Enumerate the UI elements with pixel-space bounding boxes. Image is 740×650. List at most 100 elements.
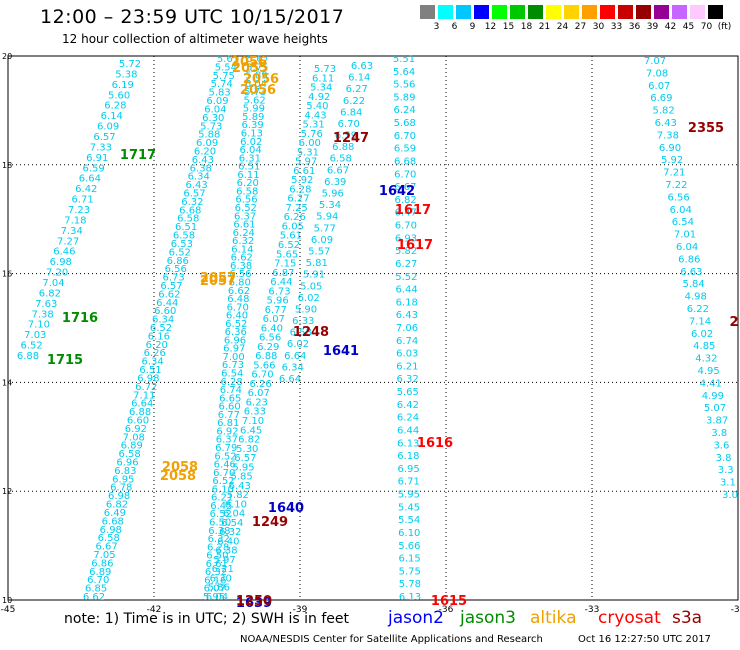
wave-height-value: 6.14 (231, 244, 253, 255)
wave-height-value: 6.61 (293, 166, 315, 177)
wave-height-value: 6.70 (394, 131, 416, 142)
wave-height-value: 7.63 (35, 299, 57, 310)
wave-height-value: 6.43 (396, 310, 418, 321)
pass-time-label: 1639 (236, 596, 272, 611)
wave-height-value: 6.72 (135, 382, 157, 393)
wave-height-value: 5.75 (399, 566, 421, 577)
wave-height-value: 6.95 (397, 464, 419, 475)
wave-height-value: 5.07 (704, 403, 726, 414)
wave-height-value: 5.66 (398, 541, 420, 552)
wave-height-value: 5.97 (213, 555, 235, 566)
satellite-jason2-label: jason2 (388, 608, 444, 628)
wave-height-value: 7.03 (24, 330, 46, 341)
wave-height-value: 6.88 (332, 142, 354, 153)
colorbar-tick-label: 27 (574, 22, 587, 32)
wave-height-value: 5.54 (398, 515, 420, 526)
wave-height-value: 5.68 (394, 118, 416, 129)
wave-height-value: 6.54 (221, 518, 243, 529)
wave-height-value: 6.73 (222, 360, 244, 371)
wave-height-value: 5.34 (310, 83, 332, 94)
wave-height-value: 4.85 (693, 341, 715, 352)
wave-height-value: 6.02 (298, 293, 320, 304)
wave-height-value: 4.99 (702, 391, 724, 402)
wave-height-value: 6.82 (106, 500, 128, 511)
wave-height-value: 6.20 (194, 147, 216, 158)
wave-height-value: 6.31 (239, 153, 261, 164)
wave-height-value: 6.24 (397, 413, 419, 424)
pass-time-label: 2056 (231, 55, 267, 70)
colorbar-swatch (420, 5, 435, 19)
colorbar-swatch (456, 5, 471, 19)
pass-time-label: 1617 (397, 238, 433, 253)
wave-height-value: 6.07 (204, 584, 226, 595)
wave-height-value: 6.32 (208, 534, 230, 545)
wave-height-value: 6.58 (177, 214, 199, 225)
pass-time-label: 2056 (243, 72, 279, 87)
wave-height-value: 6.40 (226, 311, 248, 322)
wave-height-value: 6.04 (204, 104, 226, 115)
wave-height-value: 6.70 (227, 302, 249, 313)
wave-height-value: 6.52 (150, 323, 172, 334)
wave-height-value: 6.04 (223, 509, 245, 520)
pass-time-label: 1642 (379, 184, 415, 199)
wave-height-value: 6.11 (237, 170, 259, 181)
colorbar-tick-label: 36 (628, 22, 641, 32)
colorbar-tick-label: 18 (520, 22, 533, 32)
longitude-tick-label: -39 (293, 605, 308, 615)
wave-height-value: 5.99 (243, 104, 265, 115)
wave-height-value: 5.60 (108, 90, 130, 101)
wave-height-value: 6.86 (167, 256, 189, 267)
wave-height-value: 6.27 (346, 84, 368, 95)
wave-height-value: 6.15 (398, 554, 420, 565)
pass-time-label: 1717 (120, 148, 156, 163)
colorbar-tick-label: 70 (700, 22, 713, 32)
wave-height-value: 6.27 (287, 194, 309, 205)
longitude-tick-label: -42 (147, 605, 162, 615)
wave-height-value: 7.08 (123, 432, 145, 443)
wave-height-value: 6.70 (338, 119, 360, 130)
wave-height-value: 6.64 (131, 399, 153, 410)
wave-height-value: 5.89 (242, 112, 264, 123)
wave-height-value: 6.44 (397, 426, 419, 437)
wave-height-value: 6.64 (279, 374, 301, 385)
wave-height-value: 6.64 (79, 174, 101, 185)
colorbar-swatch (492, 5, 507, 19)
colorbar-swatch (582, 5, 597, 19)
wave-height-value: 6.48 (227, 294, 249, 305)
wave-height-value: 6.07 (648, 81, 670, 92)
wave-height-value: 6.09 (206, 96, 228, 107)
wave-height-value: 5.72 (119, 59, 141, 70)
longitude-tick-label: -45 (1, 605, 16, 615)
wave-height-value: 6.05 (282, 222, 304, 233)
longitude-tick-label: -36 (439, 605, 454, 615)
wave-height-value: 6.96 (116, 458, 138, 469)
wave-height-value: 6.34 (282, 362, 304, 373)
colorbar-tick-label: 33 (610, 22, 623, 32)
wave-height-value: 6.73 (162, 273, 184, 284)
wave-height-value: 7.22 (665, 180, 687, 191)
wave-height-value: 3.0 (722, 490, 738, 501)
wave-height-value: 3.8 (716, 453, 732, 464)
wave-height-value: 6.42 (397, 400, 419, 411)
wave-height-value: 6.02 (691, 329, 713, 340)
pass-time-label: 2058 (160, 469, 196, 484)
wave-height-value: 5.96 (322, 189, 344, 200)
units-note: note: 1) Time is in UTC; 2) SWH is in fe… (64, 611, 350, 627)
wave-height-value: 6.34 (152, 315, 174, 326)
colorbar-tick-label: 9 (469, 22, 476, 32)
wave-height-value: 6.03 (396, 349, 418, 360)
wave-height-value: 6.28 (104, 101, 126, 112)
wave-height-value: 6.10 (212, 484, 234, 495)
wave-height-value: 6.56 (165, 264, 187, 275)
wave-height-value: 7.00 (222, 352, 244, 363)
wave-height-value: 6.58 (118, 449, 140, 460)
pass-time-label: 1716 (62, 311, 98, 326)
wave-height-value: 6.77 (218, 410, 240, 421)
wave-height-value: 6.92 (125, 424, 147, 435)
longitude-tick-label: -33 (585, 605, 600, 615)
wave-height-value: 5.40 (306, 101, 328, 112)
wave-height-value: 7.33 (90, 142, 112, 153)
wave-height-value: 6.68 (394, 157, 416, 168)
wave-height-value: 6.39 (241, 120, 263, 131)
